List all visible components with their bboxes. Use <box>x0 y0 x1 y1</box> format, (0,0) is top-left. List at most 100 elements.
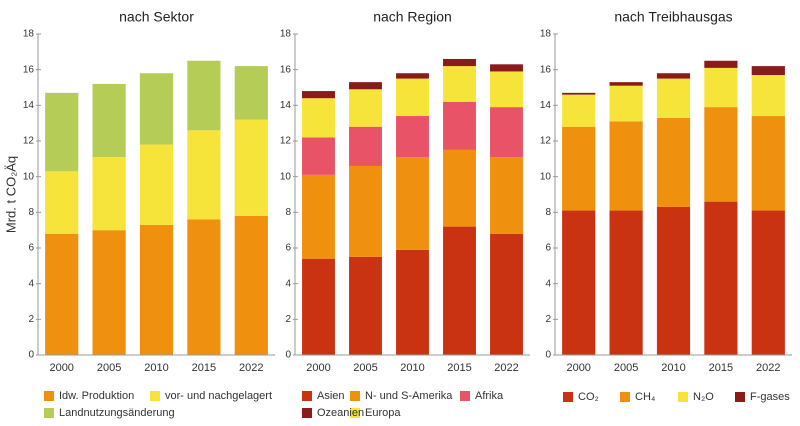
y-tick-label: 2 <box>285 314 291 325</box>
bar-segment <box>490 233 523 355</box>
x-tick-label: 2005 <box>353 362 377 374</box>
bar-segment <box>656 73 691 79</box>
bar-segment <box>704 60 738 68</box>
x-tick-label: 2022 <box>494 362 518 374</box>
bar-segment <box>92 157 126 231</box>
bar-segment <box>92 83 126 158</box>
bar-segment <box>656 206 691 355</box>
bar-segment <box>349 89 382 127</box>
x-tick-label: 2015 <box>447 362 471 374</box>
bar-segment <box>609 210 643 355</box>
bar-segment <box>704 201 738 355</box>
y-tick-label: 12 <box>23 136 35 147</box>
y-tick-label: 18 <box>540 29 552 40</box>
bar-segment <box>490 107 523 158</box>
y-tick-label: 10 <box>23 171 35 182</box>
bar-segment <box>139 224 174 355</box>
chart-title: nach Treibhausgas <box>614 9 732 25</box>
bar-segment <box>656 78 691 118</box>
bar-segment <box>609 121 643 211</box>
y-tick-label: 16 <box>540 64 552 75</box>
y-axis-label: Mrd. t CO₂Äq <box>3 156 18 233</box>
y-tick-label: 18 <box>23 29 35 40</box>
y-tick-label: 6 <box>545 243 551 254</box>
legend-label: Idw. Produktion <box>59 390 134 402</box>
bar-segment <box>234 66 268 120</box>
y-tick-label: 10 <box>280 171 292 182</box>
legend-swatch <box>350 408 360 418</box>
bar-segment <box>751 75 785 117</box>
legend-swatch <box>44 408 54 418</box>
legend-label: N₂O <box>693 391 714 403</box>
y-tick-label: 0 <box>285 350 291 361</box>
bar-segment <box>490 64 523 72</box>
bar-segment <box>562 126 596 211</box>
bar-segment <box>656 117 691 207</box>
y-tick-label: 8 <box>285 207 291 218</box>
y-tick-label: 0 <box>545 350 551 361</box>
bar-segment <box>187 130 221 220</box>
bar-segment <box>490 71 523 108</box>
bar-segment <box>396 78 429 117</box>
y-tick-label: 2 <box>28 314 34 325</box>
x-tick-label: 2005 <box>614 362 638 374</box>
y-tick-label: 16 <box>23 64 35 75</box>
bar-segment <box>349 126 382 166</box>
x-tick-label: 2005 <box>97 362 121 374</box>
bar-segment <box>396 249 429 355</box>
x-tick-label: 2010 <box>661 362 685 374</box>
y-tick-label: 18 <box>280 29 292 40</box>
legend-swatch <box>678 392 688 402</box>
legend-label: CH₄ <box>635 391 656 403</box>
bar-segment <box>751 116 785 211</box>
legend-label: Landnutzungsänderung <box>59 407 175 419</box>
y-tick-label: 14 <box>23 100 35 111</box>
bar-segment <box>751 66 785 76</box>
x-tick-label: 2010 <box>400 362 424 374</box>
bar-segment <box>704 107 738 202</box>
x-tick-label: 2022 <box>239 362 263 374</box>
bar-segment <box>45 171 79 234</box>
bar-segment <box>302 98 335 138</box>
y-tick-label: 12 <box>280 136 292 147</box>
legend-swatch <box>735 392 745 402</box>
bar-segment <box>751 210 785 355</box>
bar-segment <box>443 66 476 102</box>
x-tick-label: 2000 <box>566 362 590 374</box>
bar-segment <box>562 210 596 355</box>
legend-label: CO₂ <box>578 391 599 403</box>
bar-segment <box>609 82 643 86</box>
legend-swatch <box>150 391 160 401</box>
y-tick-label: 8 <box>28 207 34 218</box>
bar-segment <box>562 94 596 127</box>
bar-segment <box>234 119 268 216</box>
legend-label: N- und S-Amerika <box>365 390 453 402</box>
y-tick-label: 4 <box>28 278 34 289</box>
legend-swatch <box>460 391 470 401</box>
legend-label: vor- und nachgelagert <box>165 390 272 402</box>
chart-title: nach Sektor <box>119 9 194 25</box>
legend-swatch <box>620 392 630 402</box>
legend-swatch <box>350 391 360 401</box>
legend-swatch <box>302 391 312 401</box>
x-tick-label: 2015 <box>192 362 216 374</box>
legend-label: Europa <box>365 407 401 419</box>
bar-segment <box>302 137 335 175</box>
bar-segment <box>396 73 429 79</box>
y-tick-label: 6 <box>285 243 291 254</box>
legend-swatch <box>302 408 312 418</box>
bar-segment <box>187 60 221 131</box>
bar-segment <box>302 91 335 99</box>
legend-label: Afrika <box>475 390 504 402</box>
bar-segment <box>704 67 738 108</box>
y-tick-label: 4 <box>285 278 291 289</box>
x-tick-label: 2000 <box>306 362 330 374</box>
y-tick-label: 2 <box>545 314 551 325</box>
x-tick-label: 2000 <box>49 362 73 374</box>
y-tick-label: 12 <box>540 136 552 147</box>
bar-segment <box>443 101 476 150</box>
x-tick-label: 2010 <box>144 362 168 374</box>
y-tick-label: 14 <box>540 100 552 111</box>
x-tick-label: 2022 <box>756 362 780 374</box>
